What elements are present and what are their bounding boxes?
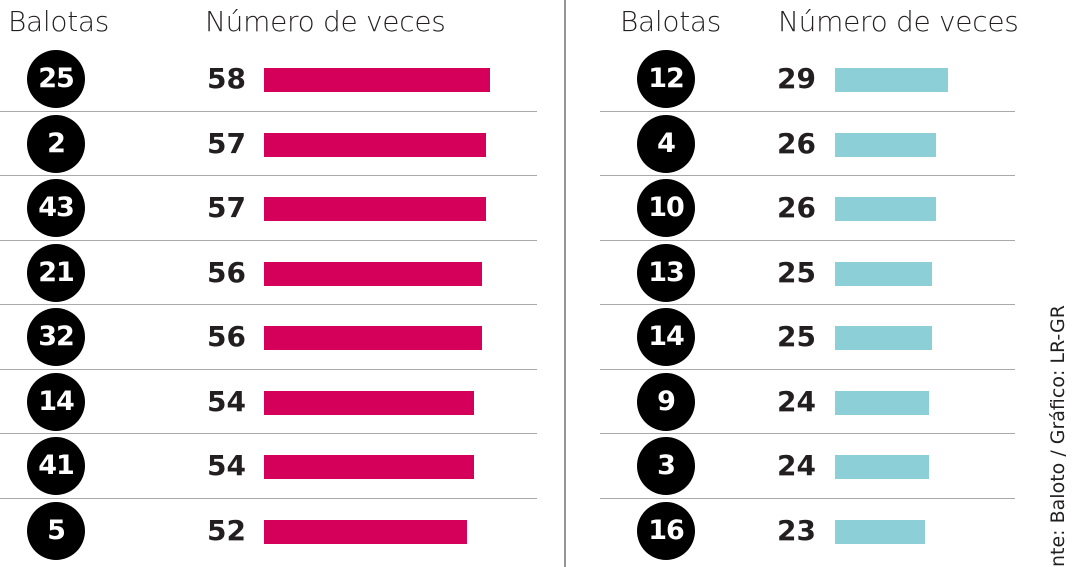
- table-row: 3 24: [600, 434, 1015, 499]
- frequency-value-label: 54: [207, 384, 246, 418]
- table-row: 16 23: [600, 499, 1015, 564]
- frequency-bar: [264, 132, 487, 157]
- frequency-bar: [264, 68, 490, 92]
- least-frequent-rows: 12 29 4 26 10 26 13 25 14 25 9 24 3 24 16 23: [600, 47, 1030, 563]
- ball-number-label: 16: [637, 501, 695, 560]
- frequency-bar: [835, 68, 948, 92]
- frequency-bar: [835, 132, 937, 157]
- count-column-header: Número de veces: [205, 5, 446, 38]
- table-row: 2 57: [0, 112, 537, 176]
- table-row: 4 26: [600, 112, 1015, 176]
- frequency-value-label: 57: [207, 126, 246, 160]
- frequency-value-label: 56: [207, 320, 246, 353]
- frequency-value-label: 52: [207, 513, 246, 547]
- ball-number-label: 13: [637, 243, 695, 302]
- frequency-bar: [835, 390, 929, 415]
- frequency-bar: [835, 519, 925, 544]
- table-row: 13 25: [600, 241, 1015, 305]
- ball-number-label: 25: [27, 50, 85, 108]
- ball-number-label: 9: [637, 372, 695, 431]
- table-row: 21 56: [0, 241, 537, 305]
- panel-divider: [564, 0, 566, 567]
- frequency-bar: [835, 261, 933, 286]
- balls-column-header: Balotas: [620, 5, 722, 38]
- most-frequent-balls-panel: Balotas Número de veces 25 58 2 57 43 57 21 56 3…: [0, 5, 545, 563]
- ball-number-label: 32: [27, 308, 85, 366]
- ball-number-label: 4: [637, 114, 695, 173]
- frequency-value-label: 56: [207, 255, 246, 289]
- frequency-value-label: 25: [777, 255, 816, 289]
- frequency-value-label: 58: [207, 62, 246, 95]
- table-row: 14 25: [600, 305, 1015, 370]
- table-row: 9 24: [600, 370, 1015, 434]
- frequency-bar: [264, 390, 475, 415]
- ball-number-label: 14: [637, 308, 695, 366]
- least-frequent-balls-panel: Balotas Número de veces 12 29 4 26 10 26 13 25 1…: [600, 0, 1030, 567]
- ball-number-label: 43: [27, 179, 85, 237]
- table-row: 5 52: [0, 499, 537, 564]
- table-row: 14 54: [0, 370, 537, 434]
- ball-number-label: 2: [27, 114, 85, 173]
- table-row: 12 29: [600, 47, 1015, 112]
- frequency-bar: [264, 455, 475, 479]
- frequency-bar: [835, 326, 933, 350]
- frequency-bar: [264, 261, 483, 286]
- frequency-value-label: 24: [777, 384, 816, 418]
- ball-number-label: 14: [27, 372, 85, 431]
- frequency-value-label: 29: [777, 62, 816, 95]
- source-text: nte: Baloto / Gráfico: LR-GR: [1047, 305, 1069, 567]
- table-row: 10 26: [600, 176, 1015, 241]
- ball-number-label: 41: [27, 437, 85, 495]
- frequency-bar: [264, 197, 487, 221]
- frequency-bar: [835, 197, 937, 221]
- frequency-value-label: 25: [777, 320, 816, 353]
- ball-number-label: 12: [637, 50, 695, 108]
- count-column-header: Número de veces: [778, 5, 1019, 38]
- ball-number-label: 10: [637, 179, 695, 237]
- frequency-value-label: 54: [207, 449, 246, 482]
- frequency-value-label: 26: [777, 191, 816, 224]
- frequency-value-label: 57: [207, 191, 246, 224]
- frequency-bar: [264, 519, 467, 544]
- table-row: 43 57: [0, 176, 537, 241]
- ball-number-label: 5: [27, 501, 85, 560]
- frequency-value-label: 24: [777, 449, 816, 482]
- most-frequent-rows: 25 58 2 57 43 57 21 56 32 56 14 54 41 54 5 52: [0, 47, 545, 563]
- ball-number-label: 21: [27, 243, 85, 302]
- frequency-bar: [264, 326, 483, 350]
- source-credit: nte: Baloto / Gráfico: LR-GR: [1044, 0, 1074, 567]
- table-row: 25 58: [0, 47, 537, 112]
- frequency-value-label: 26: [777, 126, 816, 160]
- table-row: 32 56: [0, 305, 537, 370]
- frequency-bar: [835, 455, 929, 479]
- ball-number-label: 3: [637, 437, 695, 495]
- table-row: 41 54: [0, 434, 537, 499]
- balls-column-header: Balotas: [8, 5, 110, 38]
- frequency-value-label: 23: [777, 513, 816, 547]
